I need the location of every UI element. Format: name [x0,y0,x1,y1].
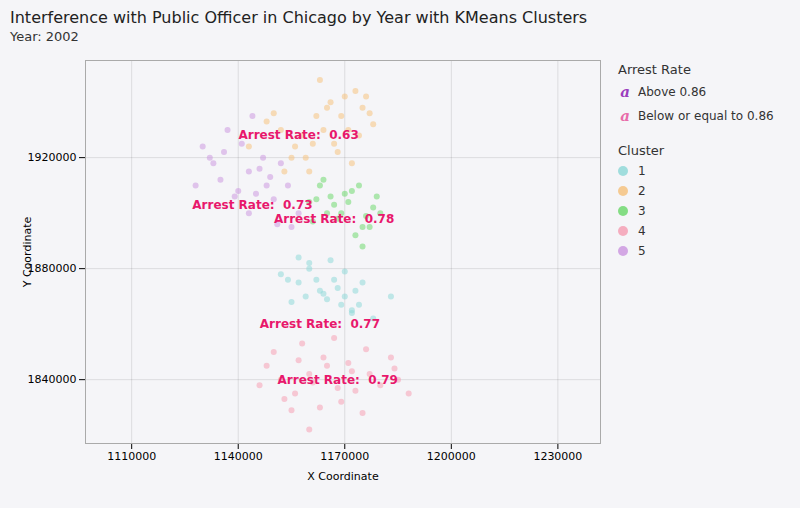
html-text:a: a [620,83,630,101]
svg-text:1880000: 1880000 [28,262,77,275]
svg-text:Arrest Rate: 0.63: Arrest Rate: 0.63 [238,128,358,142]
svg-text:1840000: 1840000 [28,373,77,386]
html-text:a: a [620,107,630,125]
svg-text:Arrest Rate: 0.78: Arrest Rate: 0.78 [274,212,394,226]
svg-text:Arrest Rate: 0.79: Arrest Rate: 0.79 [278,373,398,387]
svg-text:Arrest Rate: 0.77: Arrest Rate: 0.77 [260,317,380,331]
svg-text:1200000: 1200000 [427,450,476,463]
html-text:Arrest Rate: Arrest Rate [618,62,691,77]
svg-text:1110000: 1110000 [107,450,156,463]
html-text:Interference with Public Offic: Interference with Public Officer in Chic… [10,8,588,27]
svg-text:1170000: 1170000 [320,450,369,463]
html-text:Below or equal to 0.86: Below or equal to 0.86 [638,109,774,123]
html-text:2: 2 [638,184,646,198]
html-text:3: 3 [638,204,646,218]
svg-text:Y Coordinate: Y Coordinate [21,217,34,289]
html-text:4: 4 [638,224,646,238]
html-text:5: 5 [638,244,646,258]
html-text:Year: 2002: Year: 2002 [10,29,79,44]
svg-text:1140000: 1140000 [214,450,263,463]
svg-text:X Coordinate: X Coordinate [307,470,379,483]
svg-text:1230000: 1230000 [533,450,582,463]
html-text:Cluster: Cluster [618,143,665,158]
svg-text:1920000: 1920000 [28,151,77,164]
svg-text:Arrest Rate: 0.73: Arrest Rate: 0.73 [192,198,312,212]
html-text:1: 1 [638,164,646,178]
html-text:Above 0.86: Above 0.86 [638,85,707,99]
